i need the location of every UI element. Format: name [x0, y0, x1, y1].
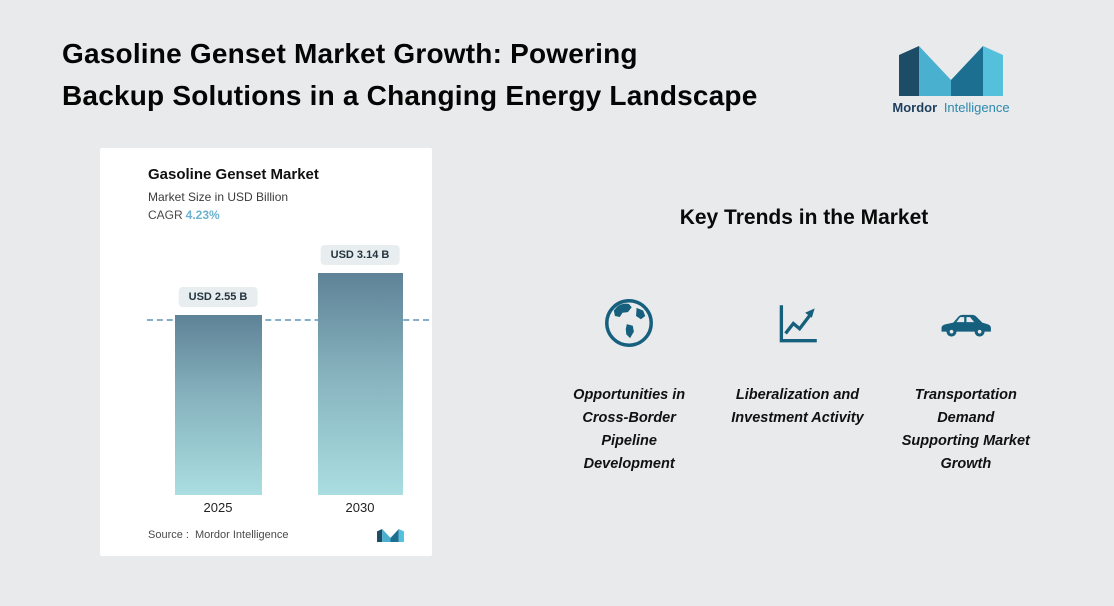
trend-caption-transportation: Transportation Demand Supporting Market …: [901, 387, 1030, 472]
trend-item-investment: Liberalization and Investment Activity: [713, 294, 881, 476]
mordor-logo-icon: [899, 46, 1003, 96]
trend-caption-investment: Liberalization and Investment Activity: [731, 387, 864, 426]
chart-footer: Source : Mordor Intelligence: [148, 528, 404, 542]
bar-chart-plot: USD 2.55 B USD 3.14 B: [100, 148, 432, 495]
car-icon: [937, 294, 995, 352]
bar-value-label-2030: USD 3.14 B: [320, 245, 400, 265]
chart-cagr: CAGR 4.23%: [148, 208, 220, 222]
x-axis-label-2025: 2025: [203, 500, 233, 515]
source-label: Source :: [148, 529, 189, 541]
page-title-line2: Backup Solutions in a Changing Energy La…: [62, 80, 758, 111]
cagr-value: 4.23%: [185, 208, 220, 222]
page-title-line1: Gasoline Genset Market Growth: Powering: [62, 38, 638, 69]
dashed-threshold-line: [147, 319, 429, 321]
source-value: Mordor Intelligence: [194, 529, 289, 541]
brand-name-light: Intelligence: [943, 100, 1010, 115]
growth-chart-icon: [772, 294, 822, 352]
page-title: Gasoline Genset Market Growth: Powering …: [62, 33, 758, 117]
trends-row: Opportunities in Cross-Border Pipeline D…: [545, 294, 1050, 476]
mordor-logo-small-icon: [377, 529, 404, 542]
trend-caption-pipeline: Opportunities in Cross-Border Pipeline D…: [573, 387, 686, 472]
chart-card: Gasoline Genset Market Market Size in US…: [100, 148, 432, 556]
chart-title: Gasoline Genset Market: [148, 166, 319, 183]
x-axis-label-2030: 2030: [345, 500, 375, 515]
trend-item-pipeline: Opportunities in Cross-Border Pipeline D…: [545, 294, 713, 476]
trend-item-transportation: Transportation Demand Supporting Market …: [882, 294, 1050, 476]
brand-name-bold: Mordor: [892, 100, 938, 115]
trends-heading: Key Trends in the Market: [679, 206, 929, 229]
chart-subtitle: Market Size in USD Billion: [148, 190, 289, 204]
bar-2025: [175, 315, 262, 495]
brand-name: Mordor Intelligence: [888, 100, 1014, 115]
bar-2030: [318, 273, 403, 495]
globe-icon: [603, 294, 655, 352]
source-text: Source : Mordor Intelligence: [148, 529, 289, 541]
cagr-label: CAGR: [148, 208, 183, 222]
brand-logo: Mordor Intelligence: [888, 42, 1014, 115]
bar-value-label-2025: USD 2.55 B: [178, 287, 258, 307]
